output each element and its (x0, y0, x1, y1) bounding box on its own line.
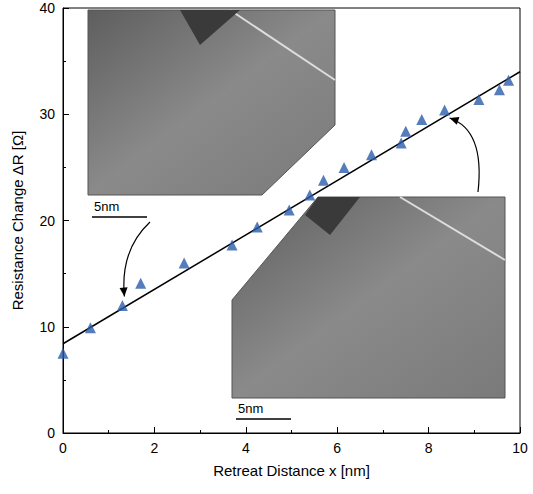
svg-text:10: 10 (512, 440, 528, 456)
svg-text:0: 0 (59, 440, 67, 456)
svg-text:8: 8 (425, 440, 433, 456)
svg-text:5nm: 5nm (94, 199, 119, 214)
svg-text:5nm: 5nm (238, 401, 263, 416)
svg-text:10: 10 (39, 319, 55, 335)
svg-text:Resistance Change ΔR [Ω]: Resistance Change ΔR [Ω] (9, 131, 26, 311)
svg-text:30: 30 (39, 106, 55, 122)
svg-text:4: 4 (242, 440, 250, 456)
svg-text:20: 20 (39, 213, 55, 229)
svg-text:40: 40 (39, 0, 55, 16)
svg-text:6: 6 (333, 440, 341, 456)
svg-text:2: 2 (151, 440, 159, 456)
svg-text:0: 0 (47, 425, 55, 441)
svg-text:Retreat Distance x [nm]: Retreat Distance x [nm] (213, 462, 370, 479)
